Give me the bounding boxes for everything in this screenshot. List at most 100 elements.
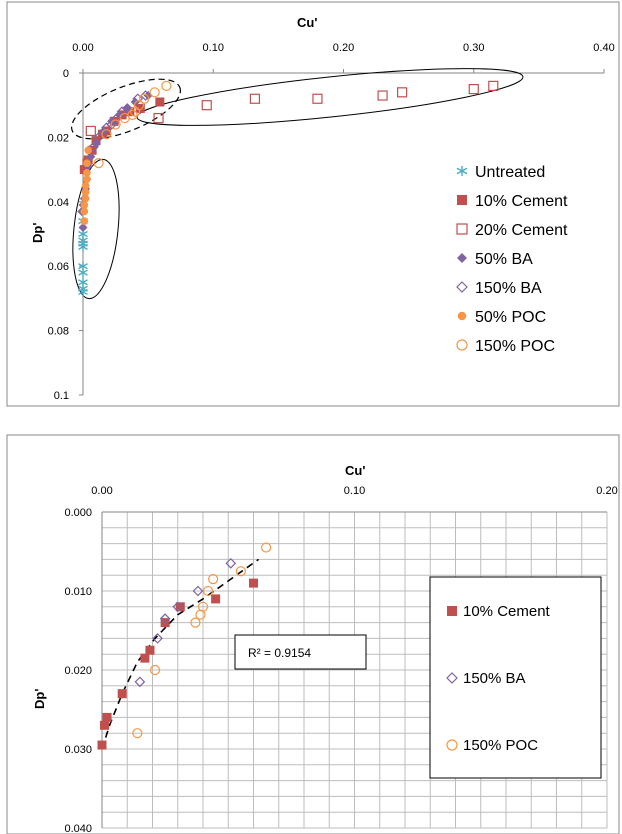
- top-point-10pct-cement-shape: [155, 97, 165, 107]
- top-point-50pct-poc-shape: [81, 188, 90, 196]
- bottom-point-150pct-ba-shape: [134, 676, 146, 688]
- r2-box: [234, 634, 367, 670]
- r2-annotation: R² = 0.9154: [248, 646, 311, 660]
- bottom-point-10pct-cement: [140, 653, 150, 663]
- top-point-20pct-cement-shape: [468, 83, 479, 95]
- bottom-point-10pct-cement: [145, 645, 155, 655]
- top-legend-marker-20pct-cement-shape: [456, 223, 468, 235]
- top-point-20pct-cement-shape: [377, 90, 388, 101]
- bottom-point-150pct-ba-shape: [225, 558, 237, 569]
- top-point-20pct-cement: [312, 93, 323, 104]
- bottom-point-150pct-poc: [261, 542, 272, 553]
- top-y-tick-label: 0.04: [48, 197, 69, 209]
- top-point-50pct-ba: [114, 110, 124, 120]
- bottom-x-tick-label: 0.20: [596, 485, 617, 497]
- top-point-50pct-poc: [80, 201, 89, 209]
- top-legend-marker-50pct-ba: [457, 253, 467, 263]
- top-point-50pct-poc: [81, 188, 90, 196]
- top-point-20pct-cement: [201, 100, 212, 111]
- top-legend-marker-50pct-poc-shape: [457, 311, 467, 321]
- top-point-150pct-ba: [116, 106, 128, 117]
- bottom-point-150pct-poc-shape: [149, 664, 161, 676]
- top-legend-marker-50pct-ba-shape: [457, 253, 467, 263]
- bottom-x-tick-label: 0.10: [344, 485, 365, 497]
- top-point-150pct-poc: [119, 112, 130, 124]
- top-point-50pct-poc: [83, 175, 91, 184]
- bottom-legend-label-10pct-cement: 10% Cement: [463, 603, 551, 620]
- top-legend-label-20pct-cement: 20% Cement: [475, 222, 568, 239]
- top-point-50pct-poc-shape: [81, 194, 90, 203]
- top-point-50pct-ba-shape: [78, 223, 88, 233]
- top-legend-marker-150pct-ba: [456, 281, 468, 293]
- bottom-point-10pct-cement-shape: [97, 740, 107, 750]
- top-point-50pct-poc-shape: [80, 201, 89, 209]
- top-point-50pct-poc: [80, 207, 89, 216]
- top-legend-label-10pct-cement: 10% Cement: [475, 193, 568, 210]
- top-legend-label-150pct-ba: 150% BA: [475, 280, 542, 297]
- top-point-150pct-ba-shape: [116, 106, 128, 117]
- top-point-10pct-cement-shape: [79, 165, 89, 175]
- top-point-20pct-cement: [153, 112, 164, 124]
- bottom-point-150pct-poc-shape: [190, 617, 201, 628]
- bottom-x-tick-label: 0.00: [91, 485, 112, 497]
- top-legend-label-50pct-poc: 50% POC: [475, 309, 546, 326]
- bottom-y-tick-label: 0.040: [64, 823, 92, 834]
- top-point-50pct-poc: [84, 146, 93, 155]
- bottom-point-10pct-cement-shape: [211, 594, 221, 604]
- bottom-point-150pct-poc: [195, 609, 206, 620]
- top-point-50pct-ba-shape: [114, 110, 124, 120]
- top-point-20pct-cement-shape: [312, 93, 323, 104]
- top-point-150pct-poc-shape: [149, 87, 160, 98]
- top-point-150pct-ba: [93, 132, 104, 143]
- top-legend-marker-untreated-stroke: [456, 167, 468, 175]
- bottom-point-10pct-cement: [211, 594, 221, 604]
- bottom-point-10pct-cement-shape: [100, 720, 110, 730]
- top-point-untreated: [78, 287, 88, 297]
- top-x-tick-label: 0.30: [463, 42, 484, 54]
- top-point-150pct-ba: [121, 103, 133, 114]
- bottom-legend-marker-10pct-cement-shape: [447, 606, 457, 616]
- bottom-y-tick-label: 0.020: [64, 665, 92, 677]
- bottom-point-150pct-ba: [225, 558, 237, 569]
- top-y-tick-label: 0: [63, 68, 69, 80]
- top-point-10pct-cement: [79, 165, 89, 175]
- bottom-point-150pct-ba: [159, 613, 171, 624]
- top-y-axis-title: Dp': [30, 223, 45, 243]
- top-point-150pct-poc-shape: [161, 80, 172, 91]
- top-point-20pct-cement-shape: [85, 125, 96, 137]
- top-legend-marker-150pct-ba-shape: [456, 281, 468, 293]
- top-legend-label-150pct-poc: 150% POC: [475, 338, 555, 355]
- top-legend-marker-150pct-poc: [456, 339, 468, 351]
- bottom-point-150pct-poc-shape: [208, 574, 219, 585]
- top-point-150pct-poc-shape: [93, 158, 104, 169]
- bottom-legend-label-150pct-poc: 150% POC: [463, 737, 538, 754]
- bottom-point-150pct-ba-shape: [172, 601, 184, 613]
- top-point-150pct-ba-shape: [88, 141, 99, 153]
- top-point-150pct-ba-shape: [93, 132, 104, 143]
- top-point-150pct-poc: [101, 129, 112, 140]
- bottom-point-150pct-ba: [172, 601, 184, 613]
- bottom-point-150pct-poc: [202, 585, 214, 597]
- bottom-point-150pct-poc-shape: [132, 728, 143, 739]
- bottom-point-150pct-poc: [149, 664, 161, 676]
- bottom-point-150pct-poc: [132, 728, 143, 739]
- top-point-50pct-poc: [80, 217, 89, 225]
- top-point-150pct-ba: [106, 119, 118, 130]
- top-point-20pct-cement: [249, 93, 261, 104]
- top-point-150pct-poc-shape: [139, 93, 150, 104]
- top-point-150pct-ba-shape: [106, 119, 118, 130]
- top-point-150pct-ba-shape: [101, 122, 112, 134]
- top-legend-marker-10pct-cement-shape: [457, 195, 467, 205]
- top-legend-label-untreated: Untreated: [475, 164, 545, 181]
- top-point-150pct-poc-shape: [101, 129, 112, 140]
- bottom-legend-marker-150pct-ba: [446, 672, 458, 684]
- top-legend-marker-20pct-cement: [456, 223, 468, 235]
- bottom-point-10pct-cement: [175, 602, 185, 612]
- top-point-10pct-cement: [135, 103, 145, 113]
- bottom-point-10pct-cement: [100, 720, 110, 730]
- top-point-20pct-cement-shape: [249, 93, 261, 104]
- bottom-legend-marker-150pct-poc: [446, 739, 458, 751]
- bottom-point-150pct-poc-shape: [195, 609, 206, 620]
- top-point-150pct-ba-shape: [132, 93, 144, 105]
